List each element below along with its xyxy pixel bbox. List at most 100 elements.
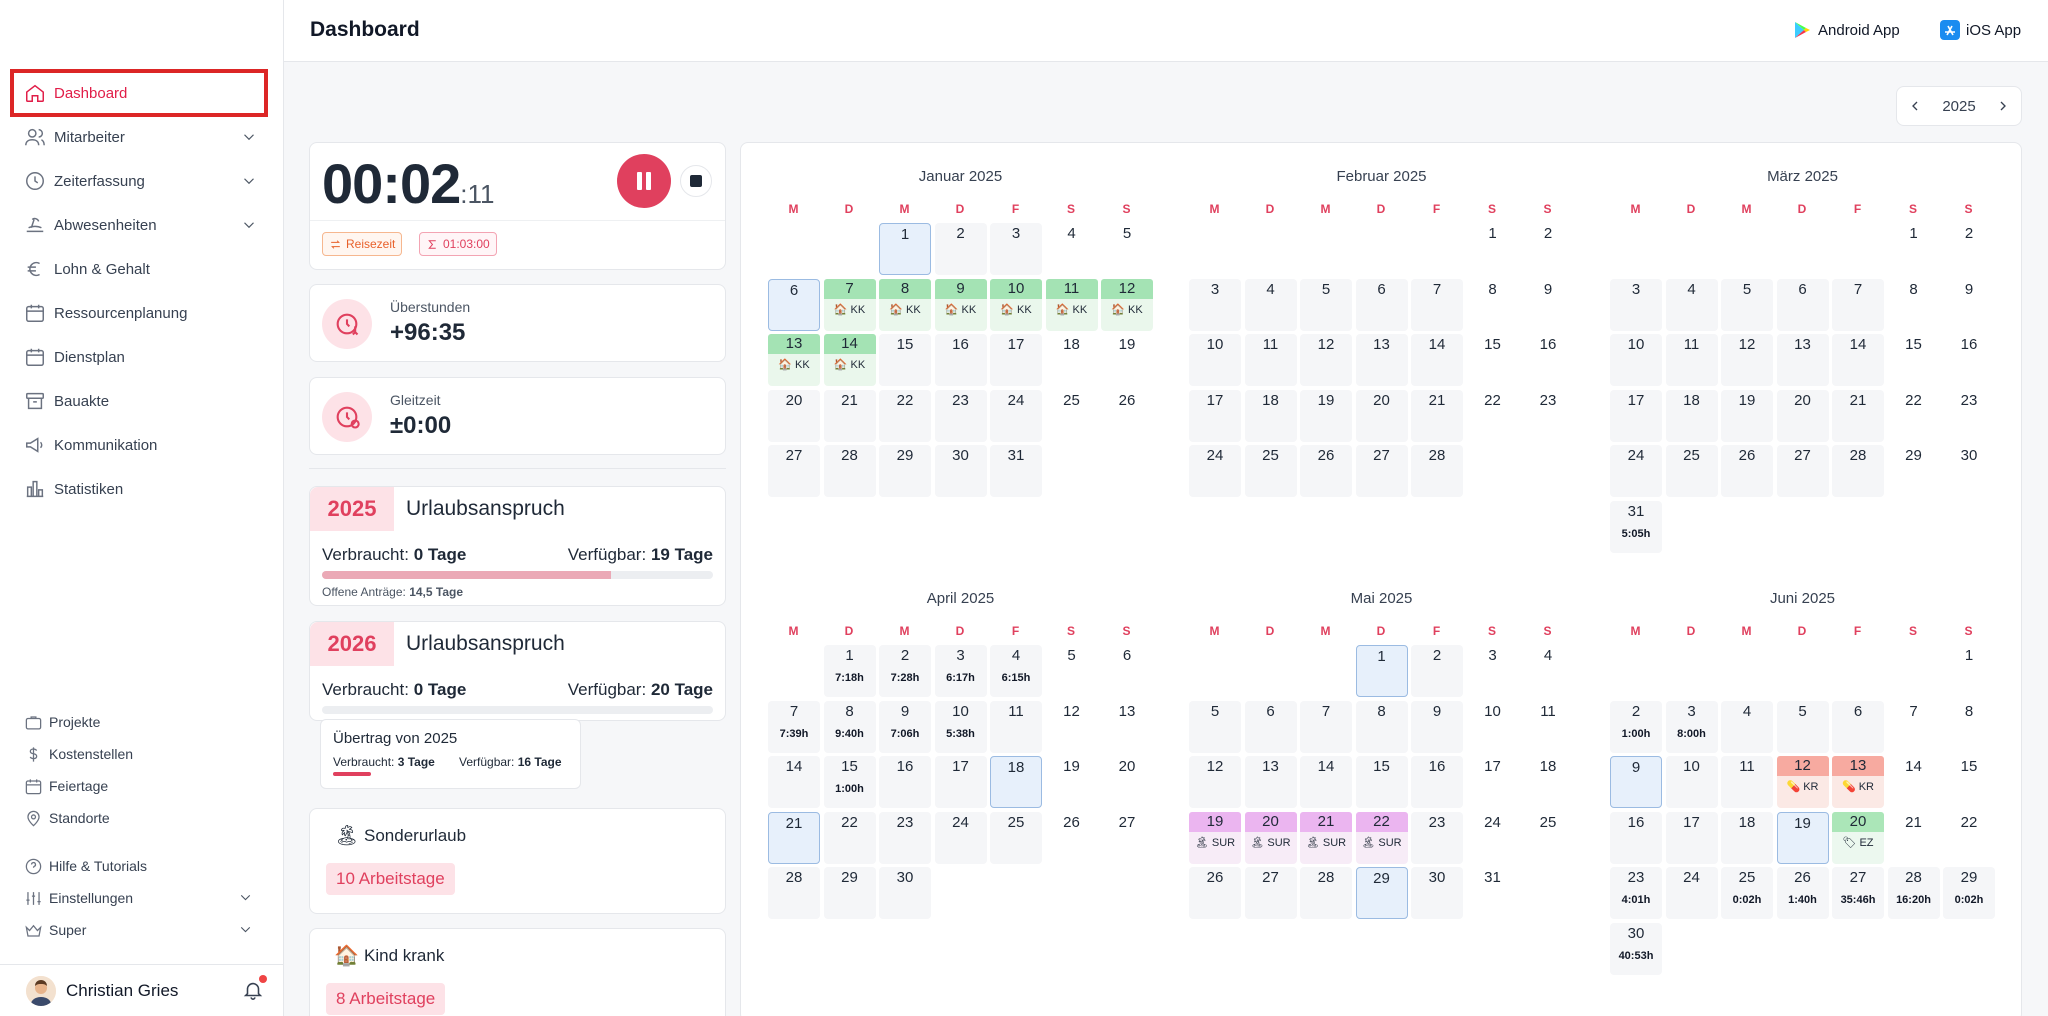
calendar-day[interactable]: 20 🏝 SUR	[1244, 811, 1297, 864]
calendar-day[interactable]: 31	[990, 445, 1042, 497]
calendar-day[interactable]: 3 8:00h	[1665, 700, 1718, 753]
calendar-day[interactable]: 5	[1721, 278, 1773, 331]
calendar-day[interactable]: 10	[1665, 756, 1718, 808]
calendar-day[interactable]: 20	[1776, 389, 1829, 442]
calendar-day[interactable]: 2	[1411, 645, 1463, 697]
calendar-day[interactable]: 26	[1101, 390, 1153, 442]
calendar-day[interactable]: 18	[1244, 389, 1297, 442]
sidebar-item-kostenstellen[interactable]: Kostenstellen	[12, 738, 266, 770]
calendar-day[interactable]: 23	[1943, 390, 1995, 442]
calendar-day[interactable]: 9 🏠 KK	[934, 278, 987, 331]
calendar-day[interactable]: 3 6:17h	[934, 645, 987, 697]
calendar-day[interactable]: 16	[879, 756, 931, 808]
calendar-day[interactable]: 27	[1101, 812, 1153, 864]
calendar-day[interactable]: 30	[879, 867, 931, 919]
calendar-day[interactable]: 21	[823, 389, 876, 442]
calendar-day[interactable]: 6	[1355, 278, 1408, 331]
sidebar-item-kommunikation[interactable]: Kommunikation	[12, 423, 266, 467]
calendar-day[interactable]: 10	[1467, 701, 1519, 753]
calendar-day[interactable]: 29	[823, 867, 876, 919]
calendar-day[interactable]: 13 💊 KR	[1832, 756, 1884, 808]
calendar-day[interactable]: 7	[1411, 278, 1463, 331]
calendar-day[interactable]: 15	[1888, 334, 1940, 386]
calendar-day[interactable]: 12	[1189, 756, 1241, 808]
calendar-day[interactable]: 21 🏝 SUR	[1300, 811, 1352, 864]
calendar-day[interactable]: 8 9:40h	[823, 700, 876, 753]
calendar-day[interactable]: 30	[1411, 867, 1463, 919]
calendar-day[interactable]: 19	[1046, 756, 1098, 808]
stop-button[interactable]	[680, 165, 712, 197]
calendar-day[interactable]: 23	[1522, 390, 1574, 442]
calendar-day[interactable]: 21	[1888, 812, 1940, 864]
calendar-day[interactable]: 12 🏠 KK	[1101, 278, 1153, 331]
calendar-day[interactable]: 30 40:53h	[1610, 922, 1662, 975]
calendar-day[interactable]: 7 🏠 KK	[823, 278, 876, 331]
calendar-day[interactable]: 24	[1665, 867, 1718, 919]
calendar-day[interactable]: 26 1:40h	[1776, 867, 1829, 919]
calendar-day[interactable]: 4	[1665, 278, 1718, 331]
calendar-day[interactable]: 16	[934, 334, 987, 386]
calendar-day[interactable]: 13	[1244, 756, 1297, 808]
calendar-day[interactable]: 9	[1943, 279, 1995, 331]
calendar-day[interactable]: 11	[1522, 701, 1574, 753]
calendar-day[interactable]: 29 0:02h	[1943, 867, 1995, 919]
calendar-day[interactable]: 21	[1832, 389, 1884, 442]
calendar-day[interactable]: 13 🏠 KK	[768, 334, 820, 386]
calendar-day[interactable]: 5	[1189, 700, 1241, 753]
sidebar-item-dashboard[interactable]: Dashboard	[10, 69, 268, 117]
calendar-day[interactable]: 8 🏠 KK	[879, 278, 931, 331]
calendar-day[interactable]: 19 🏝 SUR	[1189, 811, 1241, 864]
calendar-day[interactable]: 31	[1467, 867, 1519, 919]
calendar-day[interactable]: 14 🏠 KK	[823, 334, 876, 386]
calendar-day[interactable]: 10	[1189, 334, 1241, 386]
sidebar-item-dienstplan[interactable]: Dienstplan	[12, 335, 266, 379]
sidebar-item-statistiken[interactable]: Statistiken	[12, 467, 266, 511]
calendar-day[interactable]: 25	[1244, 445, 1297, 497]
calendar-day[interactable]: 21	[1411, 389, 1463, 442]
calendar-day[interactable]: 15	[1467, 334, 1519, 386]
calendar-day[interactable]: 10 5:38h	[934, 700, 987, 753]
calendar-day[interactable]: 28	[1832, 445, 1884, 497]
sidebar-item-ressourcenplanung[interactable]: Ressourcenplanung	[12, 291, 266, 335]
calendar-day[interactable]: 2 1:00h	[1610, 700, 1662, 753]
sidebar-item-abwesenheiten[interactable]: Abwesenheiten	[12, 203, 266, 247]
calendar-day[interactable]: 26	[1189, 867, 1241, 919]
calendar-day[interactable]: 17	[1467, 756, 1519, 808]
sidebar-item-standorte[interactable]: Standorte	[12, 802, 266, 834]
calendar-day[interactable]: 9 7:06h	[879, 700, 931, 753]
calendar-day[interactable]: 11 🏠 KK	[1045, 278, 1098, 331]
calendar-day[interactable]: 21	[768, 811, 820, 864]
calendar-day[interactable]: 27	[1776, 445, 1829, 497]
calendar-day[interactable]: 24	[1467, 812, 1519, 864]
calendar-day[interactable]: 11	[1244, 334, 1297, 386]
calendar-day[interactable]: 12 💊 KR	[1776, 756, 1829, 808]
calendar-day[interactable]: 4 6:15h	[990, 645, 1042, 697]
calendar-day[interactable]: 11	[990, 700, 1042, 753]
calendar-day[interactable]: 13	[1355, 334, 1408, 386]
calendar-day[interactable]: 6	[1776, 278, 1829, 331]
android-app-link[interactable]: Android App	[1792, 20, 1900, 40]
calendar-day[interactable]: 25	[1046, 390, 1098, 442]
sidebar-item-mitarbeiter[interactable]: Mitarbeiter	[12, 115, 266, 159]
calendar-day[interactable]: 15 1:00h	[823, 756, 876, 808]
calendar-day[interactable]: 2	[1943, 223, 1995, 275]
calendar-day[interactable]: 28	[1411, 445, 1463, 497]
calendar-day[interactable]: 4	[1244, 278, 1297, 331]
sidebar-item-hilfe[interactable]: Hilfe & Tutorials	[12, 850, 266, 882]
calendar-day[interactable]: 11	[1721, 756, 1773, 808]
calendar-day[interactable]: 1	[1943, 645, 1995, 697]
calendar-day[interactable]: 15	[1355, 756, 1408, 808]
calendar-day[interactable]: 1	[1467, 223, 1519, 275]
calendar-day[interactable]: 9	[1522, 279, 1574, 331]
calendar-day[interactable]: 23 4:01h	[1610, 867, 1662, 919]
calendar-day[interactable]: 18	[1665, 389, 1718, 442]
calendar-day[interactable]: 17	[990, 334, 1042, 386]
calendar-day[interactable]: 20	[1101, 756, 1153, 808]
calendar-day[interactable]: 2	[1522, 223, 1574, 275]
sidebar-item-super[interactable]: Super	[12, 914, 266, 946]
calendar-day[interactable]: 24	[990, 389, 1042, 442]
calendar-day[interactable]: 3	[990, 223, 1042, 275]
calendar-day[interactable]: 8	[1888, 279, 1940, 331]
calendar-day[interactable]: 22	[879, 389, 931, 442]
calendar-day[interactable]: 13	[1776, 334, 1829, 386]
